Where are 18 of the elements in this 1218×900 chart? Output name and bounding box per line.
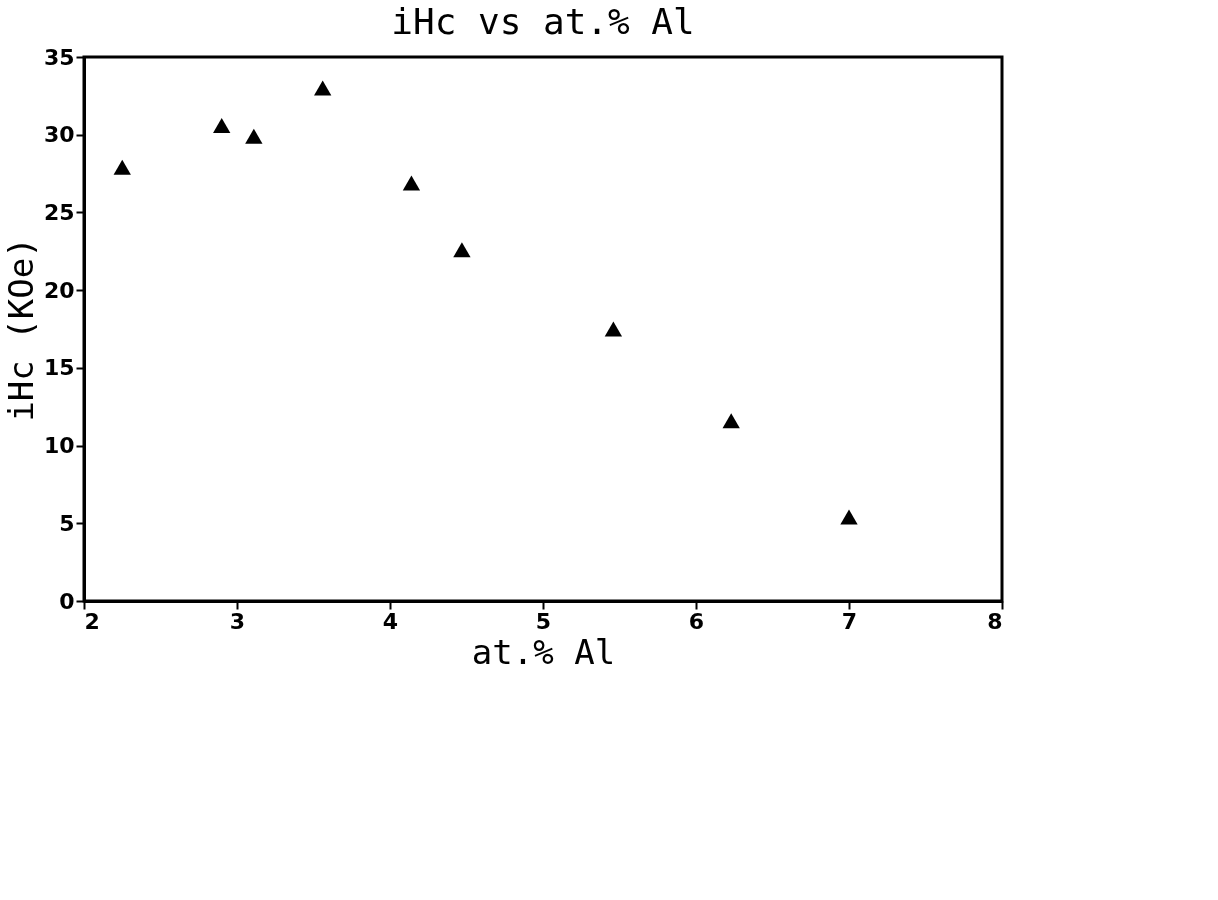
x-tick-label: 4 [382,608,399,634]
x-tick-label: 8 [987,608,1003,634]
y-tick-label: 25 [43,199,75,225]
x-tick-label: 6 [688,608,705,634]
chart-title: iHc vs at.% Al [391,1,695,42]
x-tick-label: 7 [841,608,858,634]
y-tick-label: 30 [43,122,75,148]
x-tick-label: 3 [229,608,246,634]
x-tick-label: 2 [84,608,100,634]
x-axis-title: at.% Al [471,631,616,672]
y-tick-label: 35 [43,44,75,70]
y-axis-title: iHc (KOe) [0,237,41,422]
x-tick-label: 5 [535,608,552,634]
y-tick-label: 20 [43,277,75,303]
y-tick-label: 0 [59,588,75,614]
y-tick-label: 10 [43,433,75,459]
y-tick-label: 5 [59,510,75,536]
y-tick-label: 15 [43,355,75,381]
